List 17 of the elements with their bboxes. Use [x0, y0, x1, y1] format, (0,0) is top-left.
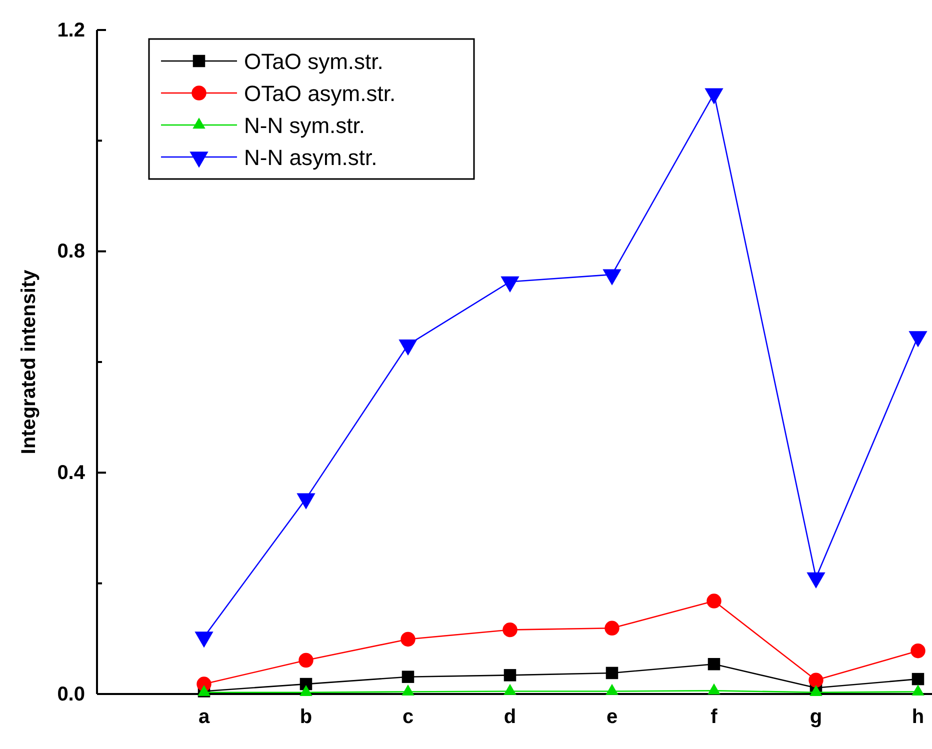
y-tick-label: 0.4 — [57, 462, 86, 484]
x-tick-label: e — [606, 706, 618, 728]
x-tick-label: a — [198, 706, 210, 728]
x-tick-label: g — [810, 706, 822, 728]
y-tick-label: 0.0 — [57, 683, 85, 706]
y-axis-title: Integrated intensity — [18, 268, 40, 454]
x-tick-label: f — [710, 706, 718, 728]
x-tick-label: c — [402, 706, 414, 728]
legend-label: OTaO asym.str. — [244, 81, 396, 106]
x-tick-label: h — [912, 706, 924, 728]
legend-label: N-N sym.str. — [244, 113, 365, 138]
legend-label: N-N asym.str. — [244, 145, 378, 170]
legend-label: OTaO sym.str. — [244, 49, 384, 74]
x-tick-label: d — [504, 706, 516, 728]
y-tick-label: 0.8 — [57, 240, 85, 263]
y-tick-label: 1.2 — [57, 19, 85, 42]
x-tick-label: b — [300, 706, 312, 728]
